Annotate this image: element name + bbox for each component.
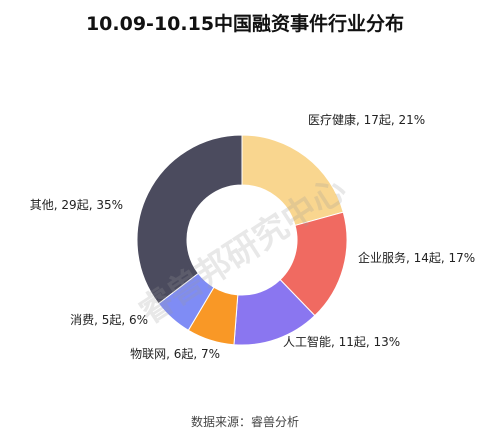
slice-label-6: 其他, 29起, 35%: [30, 198, 123, 212]
donut-slices: [136, 134, 348, 346]
chart-title: 10.09-10.15中国融资事件行业分布: [86, 12, 404, 35]
slice-label-1: 医疗健康, 17起, 21%: [308, 112, 425, 127]
slice-6: [136, 134, 243, 305]
slice-label-4: 物联网, 6起, 7%: [130, 347, 220, 361]
slice-label-5: 消费, 5起, 6%: [70, 313, 148, 327]
slice-label-2: 企业服务, 14起, 17%: [358, 250, 475, 265]
slice-label-3: 人工智能, 11起, 13%: [283, 334, 400, 349]
slice-labels: 医疗健康, 17起, 21% 企业服务, 14起, 17% 人工智能, 11起, 1…: [30, 112, 475, 361]
slice-1: [241, 134, 344, 227]
data-source: 数据来源：睿兽分析: [191, 414, 299, 429]
